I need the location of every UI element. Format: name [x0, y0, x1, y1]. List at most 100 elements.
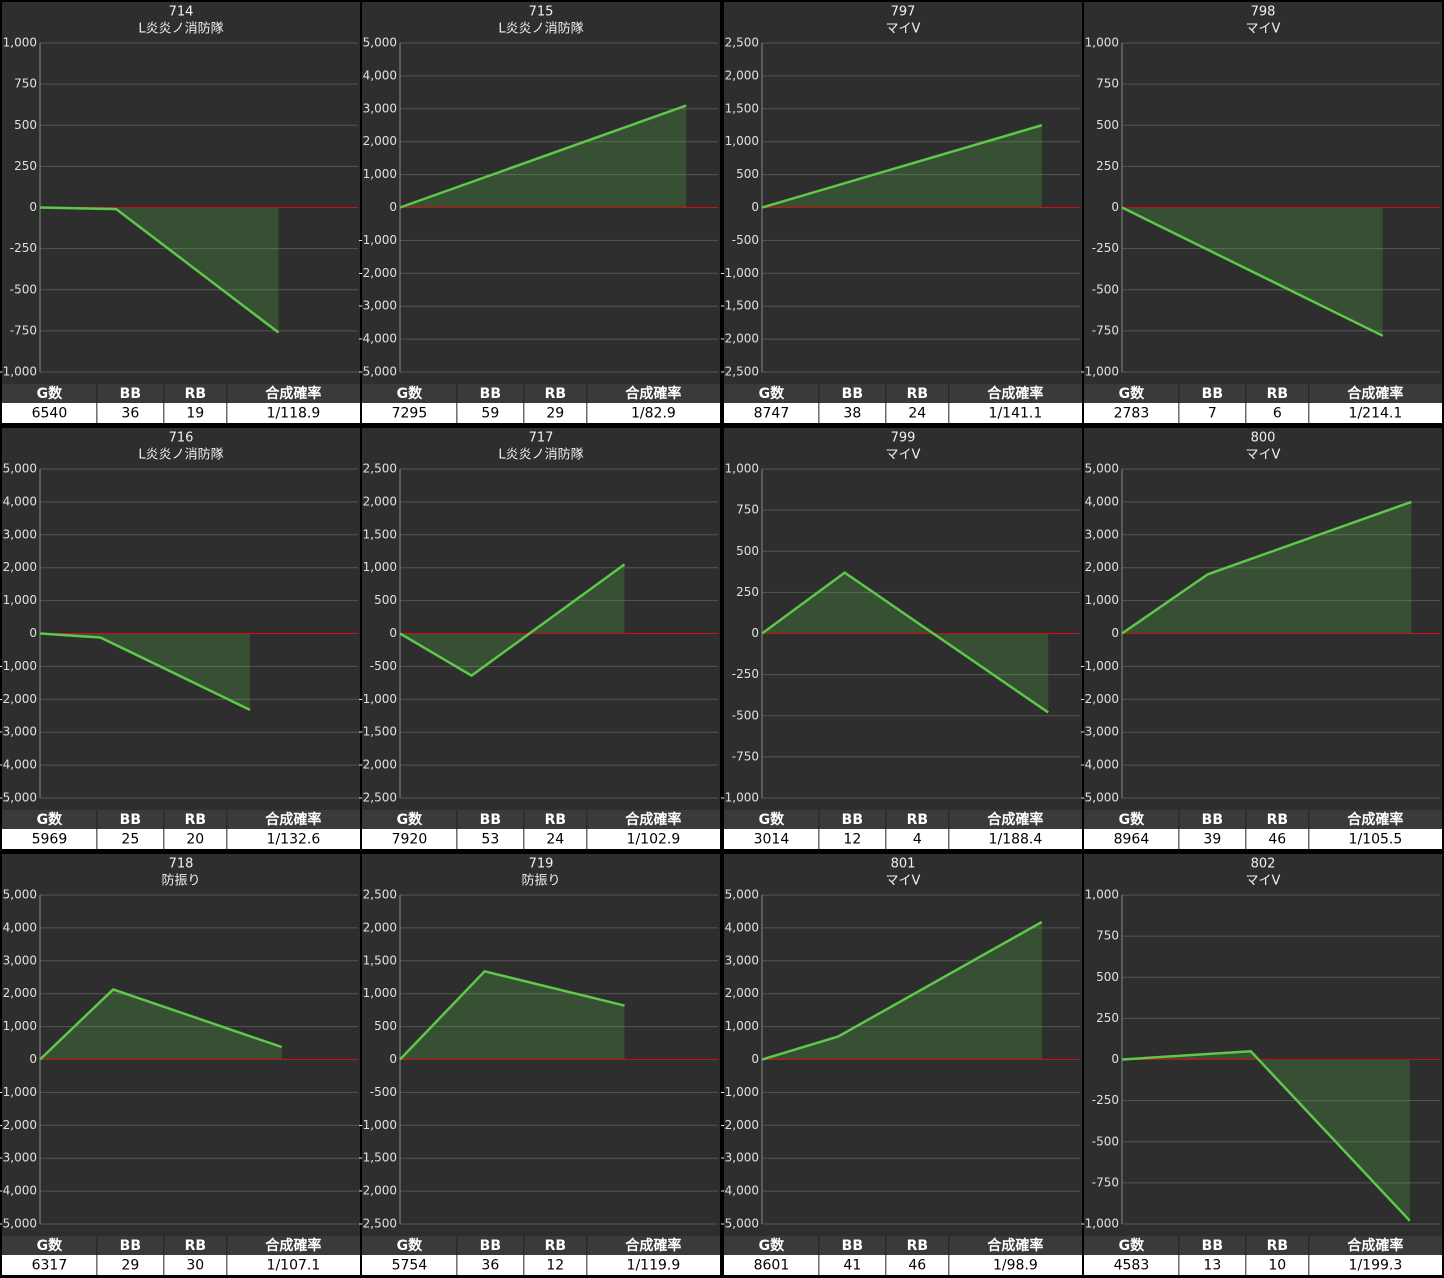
line — [761, 571, 1049, 714]
y-tick-label: -1,000 — [0, 659, 37, 673]
panel-background — [724, 854, 1082, 1236]
y-tick-label: 5,000 — [1085, 462, 1119, 476]
table-header-bg — [1084, 384, 1442, 403]
y-tick-label: 4,000 — [725, 920, 759, 934]
table-header: RB — [185, 386, 206, 402]
line — [39, 206, 280, 334]
y-tick-label: 3,000 — [3, 527, 37, 541]
y-tick-label: 250 — [14, 159, 37, 173]
y-tick-label: 500 — [374, 1019, 397, 1033]
table-header: 合成確率 — [987, 1237, 1043, 1254]
chart-subtitle: L炎炎ノ消防隊 — [498, 21, 583, 37]
y-tick-label: -4,000 — [358, 332, 397, 346]
panel-background — [1084, 2, 1442, 384]
table-row-bg — [362, 829, 720, 849]
table-header: 合成確率 — [625, 1237, 681, 1254]
table-cell: 53 — [481, 832, 499, 848]
table-header-bg — [724, 384, 1082, 403]
table-cell: 8601 — [754, 1258, 790, 1274]
table-row-bg — [2, 403, 360, 423]
y-tick-label: -5,000 — [0, 791, 37, 805]
y-tick-label: 2,500 — [363, 462, 397, 476]
chart-subtitle: マイV — [1246, 874, 1281, 889]
y-tick-label: 4,000 — [3, 920, 37, 934]
table-header: RB — [185, 1238, 206, 1254]
table-header: RB — [1267, 386, 1288, 402]
line — [399, 104, 687, 209]
table-cell: 1/188.4 — [989, 832, 1043, 848]
table-cell: 1/119.9 — [627, 1258, 681, 1274]
table-header: 合成確率 — [1347, 385, 1403, 402]
table-header: G数 — [759, 811, 785, 828]
table-cell: 1/98.9 — [993, 1258, 1038, 1274]
y-tick-label: -500 — [370, 659, 397, 673]
y-tick-label: 500 — [1096, 970, 1119, 984]
table-header: G数 — [397, 385, 423, 402]
table-row-bg — [724, 1255, 1082, 1275]
y-tick-label: 4,000 — [1085, 494, 1119, 508]
table-header-bg — [724, 810, 1082, 829]
table-header: BB — [1202, 1238, 1223, 1254]
chart-panel: 797 マイV -2,500 -2,000 -1,500 -1,000 -500 0 500 1,… — [720, 2, 1082, 423]
table-header: G数 — [37, 811, 63, 828]
table-cell: 1/82.9 — [631, 406, 676, 422]
y-tick-label: -500 — [1092, 282, 1119, 296]
table-cell: 38 — [843, 406, 861, 422]
y-tick-label: 0 — [389, 1052, 397, 1066]
y-tick-label: -250 — [1092, 1093, 1119, 1107]
table-header: G数 — [397, 1237, 423, 1254]
y-tick-label: 250 — [1096, 1011, 1119, 1025]
table-header: BB — [842, 386, 863, 402]
table-cell: 1/102.9 — [627, 832, 681, 848]
table-header: 合成確率 — [625, 811, 681, 828]
y-tick-label: 1,000 — [1085, 888, 1119, 902]
y-tick-label: 750 — [736, 503, 759, 517]
y-tick-label: 1,000 — [725, 462, 759, 476]
table-header: G数 — [759, 385, 785, 402]
table-cell: 13 — [1203, 1258, 1221, 1274]
table-cell: 46 — [908, 1258, 926, 1274]
panel-background — [724, 2, 1082, 384]
y-tick-label: -3,000 — [720, 1151, 759, 1165]
table-cell: 1/214.1 — [1349, 406, 1403, 422]
y-tick-label: 2,000 — [3, 986, 37, 1000]
area — [1122, 1051, 1410, 1221]
table-header: G数 — [37, 1237, 63, 1254]
y-tick-label: 1,000 — [363, 167, 397, 181]
y-tick-label: 750 — [1096, 929, 1119, 943]
y-tick-label: 0 — [1111, 1052, 1119, 1066]
area — [400, 971, 625, 1060]
y-tick-label: 1,500 — [363, 527, 397, 541]
table-header: RB — [545, 812, 566, 828]
y-tick-label: 250 — [1096, 159, 1119, 173]
table-header-bg — [2, 810, 360, 829]
table-header: 合成確率 — [265, 385, 321, 402]
y-tick-label: -750 — [732, 749, 759, 763]
chart-subtitle: L炎炎ノ消防隊 — [138, 21, 223, 37]
panel-background — [362, 428, 720, 810]
chart-title: 801 — [891, 857, 916, 872]
chart-panel: 801 マイV -5,000 -4,000 -3,000 -2,000 -1,000 0 1,0… — [720, 854, 1082, 1275]
table-cell: 12 — [843, 832, 861, 848]
table-header: RB — [1267, 812, 1288, 828]
area — [762, 572, 1049, 713]
y-tick-label: 1,000 — [1085, 593, 1119, 607]
y-tick-label: -2,500 — [358, 791, 397, 805]
y-tick-label: 750 — [14, 77, 37, 91]
y-tick-label: -2,000 — [0, 692, 37, 706]
table-header: G数 — [397, 811, 423, 828]
line — [399, 969, 625, 1061]
y-tick-label: -500 — [370, 1085, 397, 1099]
table-cell: 29 — [121, 1258, 139, 1274]
table-cell: 1/107.1 — [267, 1258, 321, 1274]
table-header: BB — [1202, 386, 1223, 402]
table-cell: 39 — [1203, 832, 1221, 848]
area — [40, 989, 282, 1060]
y-tick-label: 0 — [389, 200, 397, 214]
y-tick-label: -1,000 — [358, 1118, 397, 1132]
y-tick-label: 4,000 — [363, 68, 397, 82]
y-tick-label: 0 — [1111, 626, 1119, 640]
y-tick-label: -250 — [10, 241, 37, 255]
y-tick-label: 500 — [736, 167, 759, 181]
